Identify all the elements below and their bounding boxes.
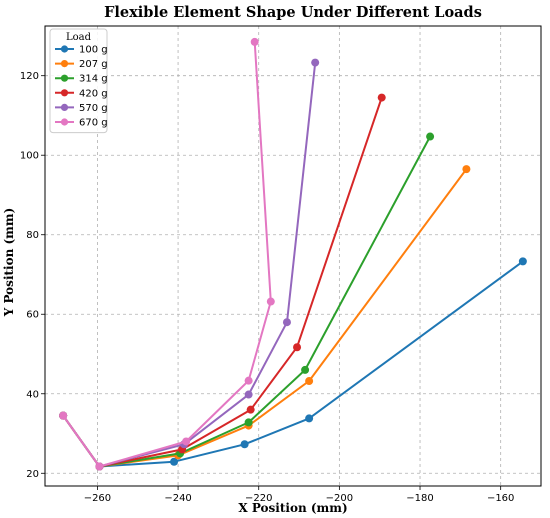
data-point [95,462,104,471]
x-tick-label: −220 [245,493,272,504]
x-tick-label: −160 [487,493,514,504]
series-line [62,41,272,468]
data-point [282,318,291,327]
data-point [377,93,386,102]
legend-marker [60,45,69,53]
legend-title: Load [66,32,92,43]
data-point [240,440,249,449]
data-point [305,377,314,386]
y-axis-label: Y Position (mm) [2,208,16,318]
data-point [305,414,314,423]
x-tick-label: −200 [326,493,353,504]
legend-marker [60,89,69,97]
legend-marker [60,60,69,68]
data-point [311,58,320,67]
data-point [266,297,275,306]
y-tick-label: 100 [20,151,39,162]
chart-title: Flexible Element Shape Under Different L… [104,4,482,21]
data-point [244,376,253,385]
data-point [518,257,527,266]
data-point [246,405,255,414]
x-tick-label: −180 [406,493,433,504]
series-layer [59,37,527,471]
data-point [462,165,471,174]
y-tick-label: 20 [26,469,39,480]
data-point [301,365,310,374]
legend-label: 670 g [79,118,108,129]
data-point [250,37,259,46]
data-point [170,457,179,466]
legend-marker [60,103,69,111]
y-tick-label: 80 [26,230,39,241]
legend-marker [60,74,69,82]
x-tick-label: −260 [84,493,111,504]
plot-frame [44,25,542,487]
legend-label: 420 g [79,88,108,99]
legend-label: 314 g [79,74,108,85]
data-point [59,411,68,420]
legend-marker [60,118,69,126]
legend-label: 207 g [79,59,108,70]
y-tick-label: 120 [20,71,39,82]
series-670-g [59,37,275,471]
data-point [244,418,253,427]
legend: Load 100 g 207 g 314 g 420 g 570 g 670 g [49,28,108,134]
data-point [426,132,435,141]
y-tick-label: 60 [26,310,39,321]
y-tick-label: 40 [26,389,39,400]
data-point [244,390,253,399]
x-tick-label: −240 [164,493,191,504]
ticks: −260 −240 −220 −200 −180 −160 20 40 60 80 100 120 [20,71,515,504]
data-point [293,343,302,352]
x-axis-label: X Position (mm) [238,501,347,515]
legend-label: 100 g [79,45,108,56]
data-point [182,437,191,446]
legend-label: 570 g [79,103,108,114]
